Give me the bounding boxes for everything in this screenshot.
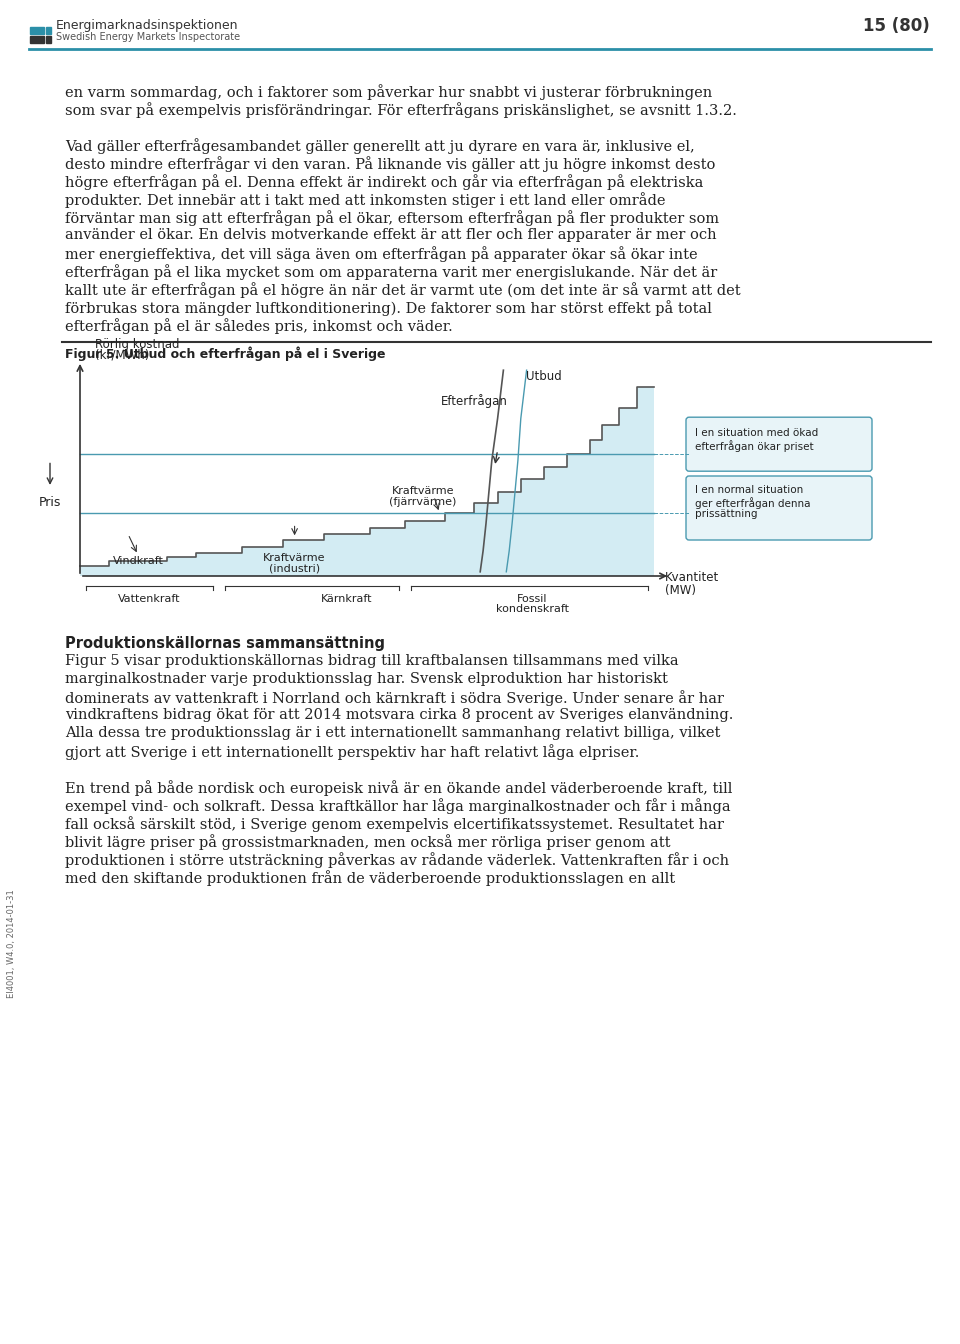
Bar bbox=[46, 36, 51, 43]
Text: Produktionskällornas sammansättning: Produktionskällornas sammansättning bbox=[65, 636, 385, 650]
Text: högre efterfrågan på el. Denna effekt är indirekt och går via efterfrågan på ele: högre efterfrågan på el. Denna effekt är… bbox=[65, 173, 704, 190]
Bar bbox=[30, 27, 44, 34]
Text: blivit lägre priser på grossistmarknaden, men också mer rörliga priser genom att: blivit lägre priser på grossistmarknaden… bbox=[65, 835, 670, 849]
Text: förväntar man sig att efterfrågan på el ökar, eftersom efterfrågan på fler produ: förväntar man sig att efterfrågan på el … bbox=[65, 210, 719, 226]
Text: Figur 5. Utbud och efterfrågan på el i Sverige: Figur 5. Utbud och efterfrågan på el i S… bbox=[65, 345, 386, 360]
Text: dominerats av vattenkraft i Norrland och kärnkraft i södra Sverige. Under senare: dominerats av vattenkraft i Norrland och… bbox=[65, 689, 724, 706]
Text: som svar på exempelvis prisförändringar. För efterfrågans priskänslighet, se avs: som svar på exempelvis prisförändringar.… bbox=[65, 102, 737, 118]
Text: (kr/MWh): (kr/MWh) bbox=[95, 348, 150, 362]
Text: EI4001, W4.0, 2014-01-31: EI4001, W4.0, 2014-01-31 bbox=[8, 890, 16, 999]
Text: gjort att Sverige i ett internationellt perspektiv har haft relativt låga elpris: gjort att Sverige i ett internationellt … bbox=[65, 745, 639, 759]
Text: Utbud: Utbud bbox=[526, 370, 562, 383]
Text: (industri): (industri) bbox=[269, 564, 321, 574]
Text: Vad gäller efterfrågesambandet gäller generellt att ju dyrare en vara är, inklus: Vad gäller efterfrågesambandet gäller ge… bbox=[65, 138, 695, 153]
Text: en varm sommardag, och i faktorer som påverkar hur snabbt vi justerar förbruknin: en varm sommardag, och i faktorer som på… bbox=[65, 83, 712, 99]
Text: ger efterfrågan denna: ger efterfrågan denna bbox=[695, 497, 810, 509]
Text: desto mindre efterfrågar vi den varan. På liknande vis gäller att ju högre inkom: desto mindre efterfrågar vi den varan. P… bbox=[65, 156, 715, 172]
Text: fall också särskilt stöd, i Sverige genom exempelvis elcertifikatssystemet. Resu: fall också särskilt stöd, i Sverige geno… bbox=[65, 816, 724, 832]
Text: efterfrågan på el lika mycket som om apparaterna varit mer energislukande. När d: efterfrågan på el lika mycket som om app… bbox=[65, 263, 717, 280]
Text: Vindkraft: Vindkraft bbox=[112, 555, 163, 566]
Text: Rörlig kostnad: Rörlig kostnad bbox=[95, 337, 180, 351]
Text: exempel vind- och solkraft. Dessa kraftkällor har låga marginalkostnader och får: exempel vind- och solkraft. Dessa kraftk… bbox=[65, 798, 731, 814]
Text: En trend på både nordisk och europeisk nivå är en ökande andel väderberoende kra: En trend på både nordisk och europeisk n… bbox=[65, 780, 732, 796]
FancyBboxPatch shape bbox=[686, 476, 872, 540]
Text: Kärnkraft: Kärnkraft bbox=[321, 594, 372, 603]
Text: Fossil: Fossil bbox=[517, 594, 547, 603]
Text: mer energieffektiva, det vill säga även om efterfrågan på apparater ökar så ökar: mer energieffektiva, det vill säga även … bbox=[65, 246, 698, 262]
Text: Vattenkraft: Vattenkraft bbox=[118, 594, 180, 603]
Text: Figur 5 visar produktionskällornas bidrag till kraftbalansen tillsammans med vil: Figur 5 visar produktionskällornas bidra… bbox=[65, 655, 679, 668]
Text: Kraftvärme: Kraftvärme bbox=[392, 487, 454, 496]
Text: Kraftvärme: Kraftvärme bbox=[263, 554, 325, 563]
Text: produkter. Det innebär att i takt med att inkomsten stiger i ett land eller områ: produkter. Det innebär att i takt med at… bbox=[65, 192, 665, 208]
Text: I en situation med ökad: I en situation med ökad bbox=[695, 429, 818, 438]
Text: vindkraftens bidrag ökat för att 2014 motsvara cirka 8 procent av Sveriges elanv: vindkraftens bidrag ökat för att 2014 mo… bbox=[65, 708, 733, 722]
Text: efterfrågan ökar priset: efterfrågan ökar priset bbox=[695, 441, 814, 452]
Text: förbrukas stora mängder luftkonditionering). De faktorer som har störst effekt p: förbrukas stora mängder luftkonditioneri… bbox=[65, 300, 712, 316]
Polygon shape bbox=[80, 387, 654, 577]
Text: använder el ökar. En delvis motverkande effekt är att fler och fler apparater är: använder el ökar. En delvis motverkande … bbox=[65, 228, 716, 242]
Bar bbox=[46, 27, 51, 34]
Text: 15 (80): 15 (80) bbox=[863, 17, 930, 35]
Text: Pris: Pris bbox=[38, 496, 61, 509]
Bar bbox=[30, 36, 44, 43]
Text: (fjärrvärme): (fjärrvärme) bbox=[390, 497, 457, 507]
Text: med den skiftande produktionen från de väderberoende produktionsslagen en allt: med den skiftande produktionen från de v… bbox=[65, 870, 675, 886]
Text: Alla dessa tre produktionsslag är i ett internationellt sammanhang relativt bill: Alla dessa tre produktionsslag är i ett … bbox=[65, 726, 720, 741]
Text: produktionen i större utsträckning påverkas av rådande väderlek. Vattenkraften f: produktionen i större utsträckning påver… bbox=[65, 852, 730, 868]
Text: (MW): (MW) bbox=[665, 585, 696, 597]
Text: kondenskraft: kondenskraft bbox=[496, 603, 569, 614]
Text: marginalkostnader varje produktionsslag har. Svensk elproduktion har historiskt: marginalkostnader varje produktionsslag … bbox=[65, 672, 668, 685]
Text: kallt ute är efterfrågan på el högre än när det är varmt ute (om det inte är så : kallt ute är efterfrågan på el högre än … bbox=[65, 282, 740, 298]
Text: I en normal situation: I en normal situation bbox=[695, 485, 804, 495]
Text: efterfrågan på el är således pris, inkomst och väder.: efterfrågan på el är således pris, inkom… bbox=[65, 319, 453, 333]
Text: Energimarknadsinspektionen: Energimarknadsinspektionen bbox=[56, 20, 238, 32]
Text: prissättning: prissättning bbox=[695, 509, 757, 519]
Text: Swedish Energy Markets Inspectorate: Swedish Energy Markets Inspectorate bbox=[56, 32, 240, 42]
Text: Kvantitet: Kvantitet bbox=[665, 571, 719, 585]
FancyBboxPatch shape bbox=[686, 417, 872, 472]
Text: Efterfrågan: Efterfrågan bbox=[441, 394, 508, 409]
